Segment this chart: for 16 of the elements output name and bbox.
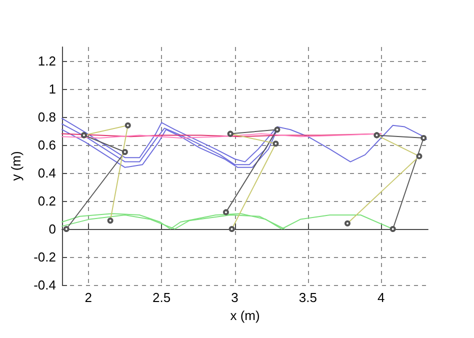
y-tick-label: -0.2 bbox=[34, 250, 56, 264]
x-tick-label: 3 bbox=[231, 290, 238, 305]
y-tick-label: -0.4 bbox=[34, 278, 56, 292]
x-tick-label: 2.5 bbox=[152, 290, 171, 305]
x-tick-label: 3.5 bbox=[298, 290, 317, 305]
x-axis-title: x (m) bbox=[230, 308, 260, 323]
y-tick-label: 0.2 bbox=[38, 194, 56, 208]
y-tick-label: 0 bbox=[48, 222, 56, 236]
y-axis-title: y (m) bbox=[8, 151, 24, 181]
x-tick-label: 2 bbox=[84, 290, 92, 305]
y-tick-label: 0.6 bbox=[38, 138, 56, 152]
y-tick-label: 1 bbox=[48, 82, 56, 96]
y-tick-label: 1.2 bbox=[38, 54, 56, 68]
y-tick-label: 0.4 bbox=[38, 166, 56, 180]
x-tick-label: 4 bbox=[378, 290, 385, 305]
y-tick-label: 0.8 bbox=[38, 110, 56, 124]
